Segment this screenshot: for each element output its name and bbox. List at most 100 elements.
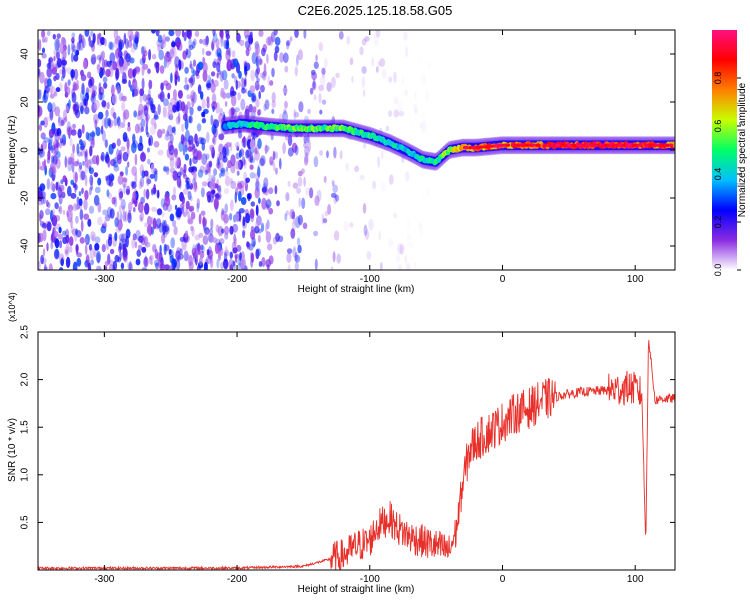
noise-blob (185, 200, 190, 210)
noise-blob (220, 247, 224, 256)
noise-blob (89, 174, 94, 186)
noise-blob (184, 144, 188, 153)
noise-blob (133, 39, 139, 50)
spectrogram-x-label: Height of straight line (km) (298, 284, 415, 295)
noise-blob (248, 130, 252, 140)
noise-blob (330, 76, 336, 89)
noise-blob (375, 30, 381, 38)
noise-blob (64, 245, 70, 257)
noise-blob (41, 30, 46, 38)
noise-blob (216, 244, 222, 253)
noise-blob (248, 37, 254, 44)
noise-blob (76, 79, 79, 86)
noise-blob (54, 202, 59, 210)
noise-blob (119, 122, 126, 128)
noise-blob (66, 121, 72, 133)
noise-blob (332, 184, 339, 193)
noise-blob (98, 91, 103, 101)
noise-blob (58, 226, 62, 234)
noise-blob (217, 133, 224, 141)
noise-blob (234, 212, 240, 223)
noise-blob (51, 102, 56, 113)
noise-blob (421, 73, 426, 85)
noise-blob (261, 197, 267, 210)
noise-blob (200, 210, 206, 216)
noise-blob (80, 70, 85, 79)
noise-blob (65, 104, 69, 111)
noise-blob (122, 62, 128, 72)
noise-blob (123, 255, 128, 263)
noise-blob (182, 146, 186, 156)
noise-blob (198, 213, 202, 225)
noise-blob (309, 87, 314, 95)
noise-blob (312, 78, 316, 90)
noise-blob (100, 51, 104, 62)
noise-blob (157, 149, 164, 156)
noise-blob (74, 172, 78, 184)
noise-blob (294, 145, 299, 156)
noise-blob (39, 221, 46, 227)
noise-blob (84, 233, 90, 246)
noise-blob (50, 181, 54, 191)
noise-blob (132, 233, 137, 241)
noise-blob (157, 34, 163, 43)
noise-blob (185, 48, 189, 56)
noise-blob (142, 53, 146, 64)
noise-blob (51, 66, 57, 75)
noise-blob (102, 67, 105, 76)
noise-blob (54, 38, 60, 51)
noise-blob (296, 187, 301, 194)
noise-blob (303, 155, 309, 166)
noise-blob (180, 101, 186, 112)
noise-blob (189, 106, 194, 116)
noise-blob (93, 194, 100, 206)
noise-blob (209, 144, 212, 151)
noise-blob (105, 239, 110, 251)
noise-blob (210, 82, 216, 94)
noise-blob (222, 170, 229, 177)
noise-blob (96, 54, 103, 61)
noise-blob (245, 177, 250, 183)
noise-blob (250, 157, 256, 164)
y-tick-label: 2.0 (20, 372, 31, 386)
noise-blob (242, 230, 246, 239)
noise-blob (40, 120, 45, 126)
noise-blob (318, 42, 324, 52)
noise-blob (64, 86, 71, 96)
noise-blob (243, 135, 246, 148)
noise-blob (90, 30, 94, 37)
noise-blob (157, 93, 163, 100)
noise-blob (94, 119, 98, 130)
noise-blob (188, 115, 192, 124)
noise-blob (56, 38, 61, 50)
noise-blob (72, 143, 75, 154)
noise-blob (183, 84, 190, 90)
noise-blob (196, 264, 201, 270)
noise-blob (41, 37, 46, 43)
noise-blob (131, 237, 136, 249)
noise-blob (180, 203, 185, 210)
noise-blob (192, 156, 199, 165)
noise-blob (346, 35, 351, 45)
noise-blob (104, 214, 111, 222)
noise-blob (428, 61, 431, 68)
noise-blob (94, 243, 100, 251)
noise-blob (209, 77, 212, 87)
noise-blob (202, 70, 208, 82)
noise-blob (259, 72, 266, 79)
noise-blob (94, 236, 101, 244)
noise-blob (184, 66, 189, 74)
noise-blob (223, 251, 228, 263)
noise-blob (249, 251, 254, 259)
noise-blob (243, 159, 246, 166)
noise-blob (201, 48, 205, 56)
x-tick-label: -300 (94, 274, 114, 285)
noise-blob (109, 208, 115, 219)
noise-blob (49, 165, 56, 175)
noise-blob (189, 158, 192, 167)
x-tick-label: -100 (360, 574, 380, 585)
noise-blob (123, 109, 130, 120)
noise-blob (84, 238, 89, 244)
noise-blob (294, 254, 301, 263)
ridge-core (516, 143, 521, 147)
